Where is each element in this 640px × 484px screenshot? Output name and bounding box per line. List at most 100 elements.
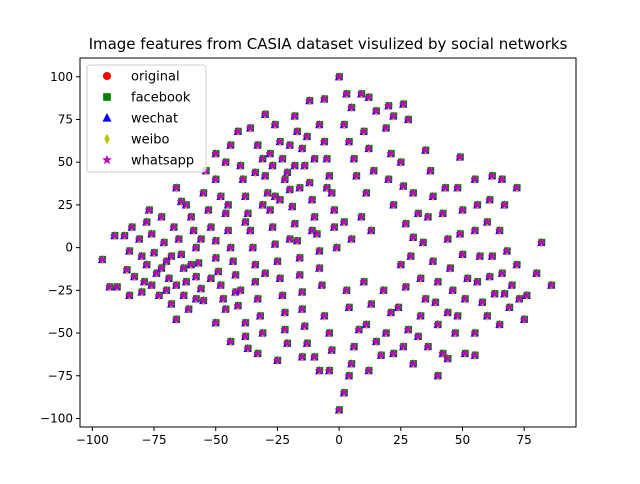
whatsapp-point — [307, 195, 317, 204]
whatsapp-point — [176, 249, 186, 259]
whatsapp-point — [364, 365, 374, 375]
whatsapp-point — [500, 200, 509, 209]
whatsapp-point — [211, 174, 221, 183]
whatsapp-point — [532, 268, 541, 277]
whatsapp-point — [458, 249, 467, 259]
whatsapp-point — [463, 273, 472, 282]
y-tick-label: −25 — [48, 283, 73, 297]
whatsapp-point — [376, 350, 386, 359]
whatsapp-point — [356, 89, 366, 98]
legend-label-wechat: wechat — [131, 112, 178, 127]
whatsapp-point — [206, 222, 216, 231]
whatsapp-point — [472, 200, 482, 209]
whatsapp-point — [240, 217, 250, 226]
whatsapp-point — [413, 331, 423, 341]
whatsapp-point — [450, 328, 460, 337]
whatsapp-point — [297, 352, 307, 361]
whatsapp-point — [371, 336, 381, 346]
whatsapp-point — [280, 174, 290, 183]
whatsapp-point — [191, 271, 201, 281]
whatsapp-point — [421, 145, 430, 154]
whatsapp-point — [277, 290, 287, 300]
whatsapp-point — [176, 196, 186, 206]
whatsapp-point — [243, 343, 253, 353]
whatsapp-point — [275, 195, 285, 204]
whatsapp-point — [398, 342, 408, 351]
whatsapp-point — [342, 89, 351, 98]
legend-marker-wechat — [102, 113, 112, 122]
whatsapp-point — [497, 268, 507, 277]
whatsapp-point — [181, 200, 191, 209]
y-tick-label: 100 — [50, 70, 73, 84]
whatsapp-point — [171, 183, 181, 192]
whatsapp-point — [297, 287, 307, 296]
whatsapp-point — [228, 256, 238, 265]
whatsapp-point — [154, 290, 164, 300]
whatsapp-point — [134, 234, 144, 243]
whatsapp-point — [305, 96, 314, 105]
whatsapp-point — [470, 174, 480, 183]
whatsapp-point — [240, 331, 250, 341]
whatsapp-point — [430, 297, 440, 306]
whatsapp-point — [408, 359, 418, 368]
y-tick-label: 75 — [58, 113, 73, 127]
whatsapp-point — [393, 302, 403, 312]
whatsapp-point — [428, 191, 438, 200]
x-tick-label: 0 — [335, 433, 343, 447]
whatsapp-point — [433, 319, 443, 329]
whatsapp-point — [287, 201, 297, 211]
whatsapp-point — [389, 111, 398, 120]
whatsapp-point — [221, 157, 230, 166]
whatsapp-point — [458, 205, 467, 214]
whatsapp-point — [273, 256, 282, 265]
whatsapp-point — [236, 160, 245, 170]
whatsapp-point — [497, 174, 507, 183]
whatsapp-point — [171, 314, 181, 323]
whatsapp-point — [292, 236, 302, 245]
y-tick-label: −50 — [48, 326, 73, 340]
whatsapp-point — [243, 208, 253, 218]
whatsapp-point — [443, 353, 453, 363]
whatsapp-point — [181, 277, 191, 286]
whatsapp-point — [226, 336, 235, 346]
whatsapp-point — [152, 268, 161, 277]
whatsapp-point — [310, 154, 319, 163]
whatsapp-point — [233, 301, 243, 310]
whatsapp-point — [398, 99, 408, 108]
whatsapp-point — [324, 171, 334, 180]
whatsapp-point — [258, 154, 267, 163]
whatsapp-point — [502, 246, 512, 255]
whatsapp-point — [359, 277, 369, 286]
whatsapp-point — [438, 208, 448, 218]
whatsapp-point — [186, 212, 196, 221]
whatsapp-point — [275, 273, 285, 282]
legend-marker-whatsapp — [102, 154, 112, 165]
whatsapp-point — [401, 282, 411, 291]
whatsapp-point — [421, 294, 430, 303]
whatsapp-point — [369, 166, 379, 175]
whatsapp-point — [356, 212, 366, 221]
whatsapp-point — [327, 345, 337, 354]
whatsapp-point — [359, 126, 369, 136]
whatsapp-point — [453, 311, 462, 320]
whatsapp-point — [500, 289, 509, 298]
whatsapp-point — [371, 106, 381, 115]
x-tick-label: 25 — [393, 433, 408, 447]
y-tick-label: −100 — [40, 411, 73, 425]
whatsapp-point — [250, 277, 260, 286]
whatsapp-point — [206, 273, 216, 282]
whatsapp-point — [381, 123, 391, 132]
whatsapp-point — [433, 371, 443, 380]
whatsapp-point — [364, 92, 374, 101]
whatsapp-point — [240, 191, 250, 200]
whatsapp-point — [174, 234, 184, 243]
whatsapp-point — [495, 319, 504, 329]
whatsapp-point — [300, 321, 309, 330]
whatsapp-point — [245, 225, 255, 235]
whatsapp-point — [282, 338, 292, 347]
whatsapp-point — [258, 328, 267, 337]
whatsapp-point — [329, 205, 339, 214]
whatsapp-point — [418, 237, 428, 247]
whatsapp-point — [211, 253, 221, 262]
whatsapp-point — [482, 311, 492, 320]
